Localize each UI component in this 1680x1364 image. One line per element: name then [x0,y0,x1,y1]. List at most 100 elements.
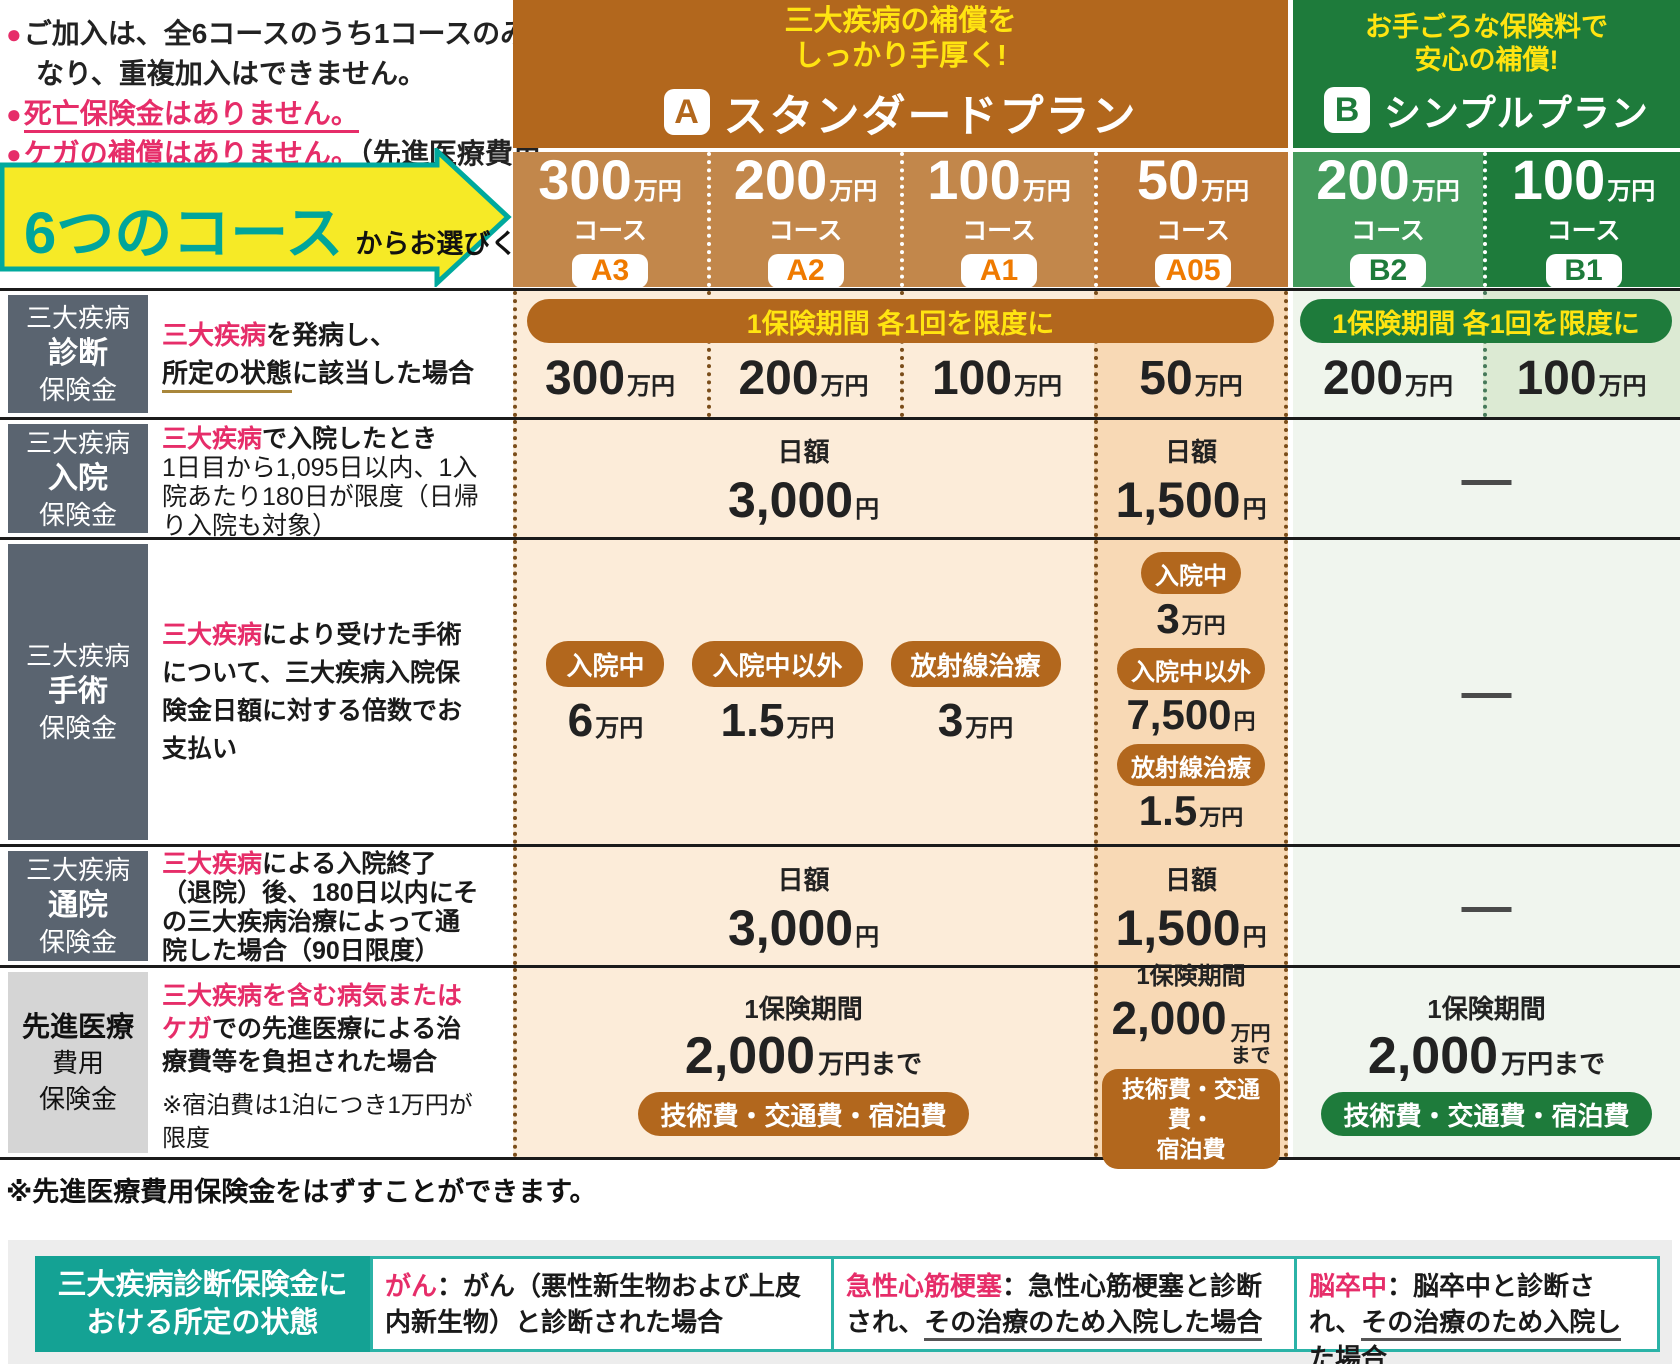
definition-sep: ： [1387,1271,1414,1301]
outp-b-cell-bg [1293,847,1680,965]
definition-underlined: その治療のため入院した場合 [924,1307,1263,1341]
definitions-heading-line-2: おける所定の状態 [86,1307,319,1339]
value-number: 200 [1322,352,1404,405]
course-a3-code-badge: A3 [572,253,648,288]
value-unit: 万円 [595,715,644,742]
surgery-tag-pill: 入院中 [546,641,665,687]
column-dotted-divider [513,420,517,537]
column-dotted-divider [1094,291,1098,417]
plan-a-tagline-1: 三大疾病の補償を [784,5,1017,37]
row-label-line: 三大疾病 [25,855,130,885]
value-number: 100 [931,352,1013,405]
hosp-a05-cell-bg [1094,420,1288,537]
value-number: 1.5 [1138,787,1198,834]
plan-a-header: 三大疾病の補償を しっかり手厚く! A スタンダードプラン [513,0,1288,148]
definition-term: がん [385,1271,438,1301]
diagnosis-value-a3: 300 万円 [513,347,707,411]
course-header-b1: 100 万円 コース B1 [1483,151,1680,288]
surgery-item-radiation: 放射線治療 3 万円 [890,641,1061,743]
no-coverage-dash: — [1461,664,1512,720]
value-unit: 万円 [1181,613,1226,638]
value-number: 300 [544,352,626,405]
plan-a-badge: A [663,89,710,135]
course-b2-unit: 万円 [1411,177,1460,205]
surgery-b-cell-bg [1293,540,1680,844]
outp-value-b-none: — [1293,847,1680,965]
surgery-tag-pill: 放射線治療 [890,641,1061,687]
value-number: 3,000 [727,899,854,956]
note-1-text: ご加入は、全6コースのうち1コースのみと [23,18,557,49]
no-coverage-dash: — [1461,450,1512,507]
value-number: 1,500 [1115,899,1241,956]
hospitalization-description: 三大疾病で入院したとき 1日目から1,095日以内、1入院あたり180日が限度（… [152,420,486,540]
diagnosis-desc-1: を発病し、 [266,320,397,350]
value-unit: 万円 [1405,373,1454,400]
column-dotted-divider [1284,540,1288,844]
adv-value-b: 1保険期間 2,000 万円まで 技術費・交通費・宿泊費 [1293,968,1680,1157]
hosp-value-std: 日額 3,000 円 [513,420,1094,537]
value-unit: 円 [855,923,880,951]
column-dotted-divider [513,847,517,965]
diagnosis-value-b2: 200 万円 [1293,347,1483,411]
no-coverage-dash: — [1461,878,1512,934]
definition-term: 急性心筋梗塞 [846,1271,1003,1301]
course-a3-label: コース [573,216,647,245]
plan-b-tagline-1: お手ごろな保険料で [1365,12,1608,42]
surgery-item-inpatient: 入院中 6 万円 [546,641,665,743]
diagnosis-desc-2: に該当した場合 [292,358,475,388]
outpatient-description: 三大疾病による入院終了（退院）後、180日以内にその三大疾病治療によって通院した… [152,847,486,965]
plan-b-name: シンプルプラン [1384,93,1649,134]
row-label-line: 通院 [48,889,108,922]
value-number: 100 [1516,352,1597,405]
diagnosis-limit-pill-b: 1保険期間 各1回を限度に [1300,299,1672,343]
plan-a-name-row: A スタンダードプラン [663,80,1138,144]
adv-value-std: 1保険期間 2,000 万円まで 技術費・交通費・宿泊費 [513,968,1094,1157]
surgery-tag-pill: 入院中 [1141,552,1241,594]
six-courses-label: 6つのコース からお選びください [24,186,598,270]
surgery-value-std: 入院中 6 万円 入院中以外 1.5 万円 放射線治療 3 万円 [513,540,1094,844]
definition-text: 急性心筋梗塞と診断され、 [846,1271,1263,1337]
plan-a-tagline-2: しっかり手厚く! [794,40,1007,72]
row-label-line: 先進医療 [21,1010,134,1042]
daily-caption: 日額 [1164,437,1217,467]
diagnosis-description: 三大疾病を発病し、 所定の状態に該当した場合 [152,291,486,417]
value-unit: 万円 [1199,805,1244,830]
column-dotted-divider [1483,291,1487,417]
course-header-a05: 50 万円 コース A05 [1094,151,1288,288]
value-number: 7,500 [1126,691,1232,738]
definitions-heading-line-1: 三大疾病診断保険金に [57,1269,348,1301]
row-label-outpatient: 三大疾病 通院 保険金 [8,851,148,961]
row-label-line: 三大疾病 [25,641,130,671]
value-number: 2,000 [1111,992,1227,1044]
value-unit: 万円まで [818,1049,923,1079]
footnote: ※先進医療費用保険金をはずすことができます。 [6,1177,597,1207]
adv-expense-pill: 技術費・交通費・宿泊費 [638,1092,969,1136]
note-2-text: 死亡保険金はありません。 [23,98,359,133]
column-dotted-divider [1284,291,1288,417]
course-b1-unit: 万円 [1607,177,1656,205]
column-dotted-divider [1284,968,1288,1157]
course-a3-unit: 万円 [633,177,682,205]
value-unit: 万円 [1014,373,1063,400]
diagnosis-value-b1: 100 万円 [1483,347,1680,411]
definition-text: がん（悪性新生物および上皮内新生物）と診断された場合 [385,1271,802,1337]
course-header-a3: 300 万円 コース A3 [513,147,707,288]
note-1-text-2: なり、重複加入はできません。 [36,58,427,89]
value-number: 1,500 [1115,472,1241,528]
value-unit: 万円 [1230,1023,1271,1045]
surgery-item-outpatient: 入院中以外 1.5 万円 [692,641,863,743]
definition-heart-attack: 急性心筋梗塞：急性心筋梗塞と診断され、その治療のため入院した場合 [831,1256,1297,1352]
column-dotted-divider [513,291,517,417]
row-label-line: 入院 [48,461,108,495]
course-a3-amount: 300 [538,147,632,211]
pill-line: 宿泊費 [1156,1136,1226,1162]
column-dotted-divider [513,968,517,1157]
value-number: 2,000 [1367,1027,1499,1085]
value-unit: 万円 [1598,373,1647,400]
value-number: 50 [1139,352,1193,405]
surgery-desc-pink: 三大疾病 [162,621,263,649]
adv-expense-pill: 技術費・交通費・宿泊費 [1102,1069,1280,1169]
note-1-line-1: ●ご加入は、全6コースのうち1コースのみと [6,14,556,54]
adv-expense-pill: 技術費・交通費・宿泊費 [1321,1092,1652,1136]
